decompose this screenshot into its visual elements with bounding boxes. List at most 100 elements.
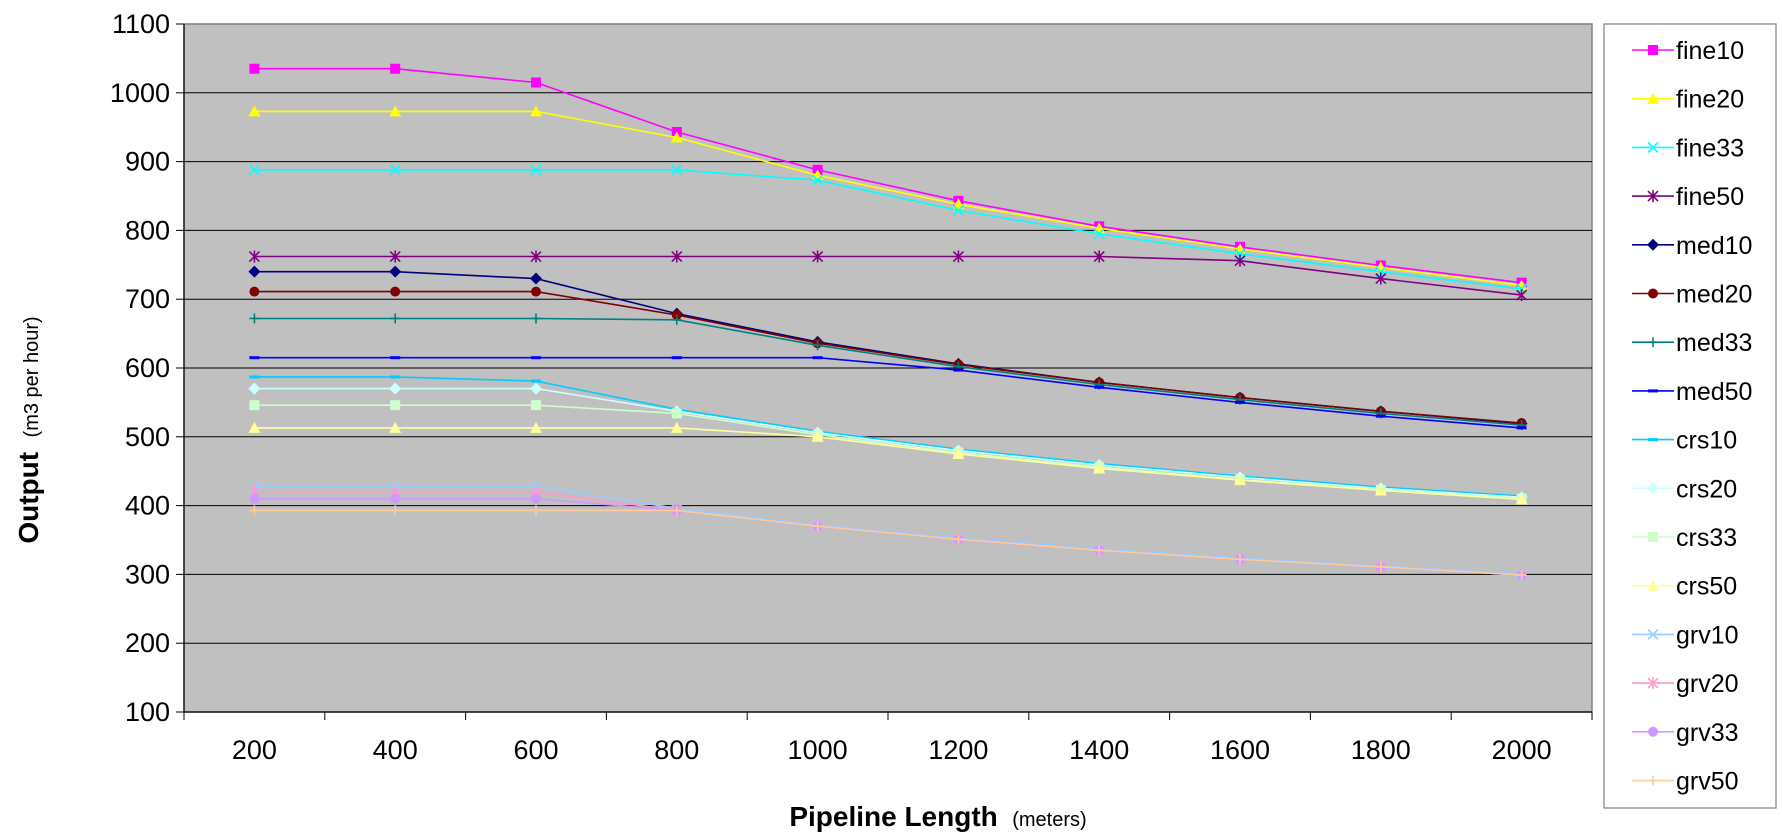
data-point — [812, 356, 823, 360]
legend-marker — [1647, 579, 1659, 591]
x-tick-label: 2000 — [1492, 735, 1552, 765]
data-point — [812, 250, 824, 263]
data-point — [531, 77, 541, 88]
legend-marker — [1648, 45, 1658, 55]
series-fine50 — [248, 250, 1528, 302]
data-point — [530, 272, 542, 285]
data-point — [1235, 400, 1245, 404]
data-point — [671, 356, 682, 360]
data-point — [952, 250, 964, 263]
data-point — [670, 131, 683, 143]
legend-item-med50: med50 — [1632, 378, 1752, 406]
x-tick-label: 1200 — [928, 735, 988, 765]
y-axis-label: Output (m3 per hour) — [13, 316, 44, 543]
data-point — [249, 400, 260, 411]
data-point — [953, 368, 964, 372]
data-point — [390, 63, 401, 74]
data-point — [1515, 493, 1528, 505]
legend-label: crs50 — [1676, 573, 1737, 601]
data-point — [389, 382, 402, 395]
data-point — [671, 314, 682, 325]
data-point — [389, 421, 402, 433]
data-point — [812, 174, 824, 186]
data-point — [531, 400, 541, 411]
data-point — [1235, 554, 1245, 565]
legend-item-med10: med10 — [1632, 232, 1752, 260]
data-point — [952, 204, 964, 217]
legend-marker — [1648, 775, 1658, 786]
series-line — [254, 427, 1522, 501]
data-point — [249, 375, 260, 379]
legend-item-grv33: grv33 — [1632, 719, 1739, 747]
legend-label: med50 — [1676, 378, 1752, 406]
data-point — [389, 265, 402, 278]
data-point — [1516, 570, 1527, 581]
data-point — [249, 356, 260, 360]
legend-marker — [1647, 190, 1659, 203]
y-tick-label: 600 — [125, 353, 170, 383]
y-axis-ticks: 100 200 300 400 500 600 700 800 900 1000 1100 — [110, 9, 184, 727]
data-point — [953, 534, 964, 545]
legend-marker — [1648, 389, 1658, 393]
y-tick-label: 100 — [125, 697, 170, 727]
y-tick-label: 300 — [125, 559, 170, 589]
data-point — [1234, 254, 1246, 267]
series-med33 — [249, 313, 1527, 431]
legend-item-fine50: fine50 — [1632, 183, 1744, 211]
legend-label: grv10 — [1676, 621, 1739, 649]
legend-label: med20 — [1676, 281, 1752, 309]
data-point — [390, 313, 401, 324]
legend-marker — [1647, 141, 1659, 153]
series-line — [254, 356, 1522, 429]
legend-label: crs10 — [1676, 427, 1737, 455]
legend-item-grv20: grv20 — [1632, 670, 1739, 698]
series-line — [254, 509, 1522, 576]
data-point — [248, 250, 260, 263]
x-tick-label: 400 — [373, 735, 418, 765]
y-axis-unit: (m3 per hour) — [21, 316, 43, 437]
data-point — [530, 164, 542, 176]
legend-marker — [1648, 288, 1658, 299]
x-tick-label: 600 — [513, 735, 558, 765]
x-axis-ticks: 200 400 600 800 1000 1200 1400 1600 1800 2000 — [183, 712, 1593, 765]
data-point — [530, 421, 542, 433]
legend-marker — [1648, 532, 1658, 542]
legend-item-med33: med33 — [1632, 329, 1752, 357]
legend-marker — [1647, 238, 1659, 251]
data-point — [531, 505, 541, 516]
legend-label: crs20 — [1676, 475, 1737, 503]
legend-marker — [1648, 438, 1658, 442]
x-axis-label: Pipeline Length (meters) — [789, 801, 1086, 832]
data-point — [389, 164, 401, 176]
legend-item-crs50: crs50 — [1632, 573, 1737, 601]
legend-label: fine50 — [1676, 183, 1744, 211]
data-point — [670, 421, 683, 433]
legend: fine10 fine20 fine33 fine50 med10 med20 med33 m… — [1603, 23, 1777, 809]
data-point — [390, 375, 401, 379]
data-point — [248, 105, 261, 117]
data-point — [390, 493, 401, 504]
data-point — [531, 493, 541, 504]
legend-marker — [1648, 726, 1658, 737]
y-tick-label: 900 — [125, 147, 170, 177]
data-point — [390, 505, 401, 516]
data-point — [1515, 279, 1528, 291]
data-point — [249, 493, 260, 504]
y-tick-label: 500 — [125, 422, 170, 452]
x-axis-title: Pipeline Length — [789, 801, 997, 832]
y-tick-label: 700 — [125, 284, 170, 314]
legend-item-crs10: crs10 — [1632, 427, 1737, 455]
legend-label: fine10 — [1676, 37, 1744, 65]
series-lines — [248, 63, 1528, 582]
data-point — [531, 313, 541, 324]
data-point — [1375, 414, 1386, 418]
series-line — [254, 67, 1522, 284]
x-tick-label: 1400 — [1069, 735, 1129, 765]
data-point — [249, 286, 260, 297]
data-point — [1093, 462, 1106, 474]
legend-item-fine20: fine20 — [1632, 86, 1744, 114]
legend-label: med33 — [1676, 329, 1752, 357]
data-point — [811, 430, 824, 442]
legend-label: med10 — [1676, 232, 1752, 260]
series-line — [254, 255, 1522, 296]
